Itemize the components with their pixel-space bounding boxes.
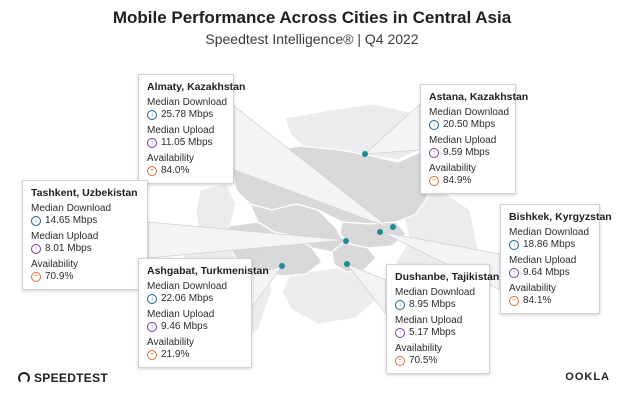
download-arrow-icon: ↓ xyxy=(429,120,439,130)
availability-value: 84.9% xyxy=(443,175,472,186)
download-value: 20.50 Mbps xyxy=(443,119,496,130)
upload-value: 9.46 Mbps xyxy=(161,321,208,332)
availability-signal-icon: ~ xyxy=(147,166,157,176)
availability-value-row: ~70.5% xyxy=(395,355,481,367)
availability-label: Availability xyxy=(395,343,443,354)
availability-signal-icon: ~ xyxy=(31,272,41,282)
leader-almaty xyxy=(233,105,391,229)
availability-signal-icon: ~ xyxy=(395,356,405,366)
availability-value-row: ~84.9% xyxy=(429,175,507,187)
upload-value: 9.59 Mbps xyxy=(443,147,490,158)
availability-label: Availability xyxy=(31,259,79,270)
upload-label: Median Upload xyxy=(147,309,215,320)
availability-value-row: ~70.9% xyxy=(31,271,139,283)
availability-label: Availability xyxy=(147,153,195,164)
availability-value-row: ~21.9% xyxy=(147,349,243,361)
upload-label: Median Upload xyxy=(31,231,99,242)
upload-value-row: ↑ 11.05 Mbps xyxy=(147,137,225,149)
download-value: 8.95 Mbps xyxy=(409,299,456,310)
availability-value: 70.5% xyxy=(409,355,438,366)
ookla-logo: OOKLA xyxy=(565,371,610,383)
upload-arrow-icon: ↑ xyxy=(147,138,157,148)
availability-signal-icon: ~ xyxy=(147,350,157,360)
availability-value: 84.0% xyxy=(161,165,190,176)
city-name: Almaty, Kazakhstan xyxy=(147,81,246,93)
availability-value: 21.9% xyxy=(161,349,190,360)
upload-value-row: ↑ 9.59 Mbps xyxy=(429,147,507,159)
city-name: Dushanbe, Tajikistan xyxy=(395,271,500,283)
download-label: Median Download xyxy=(395,287,476,298)
city-card-bishkek: Bishkek, Kyrgyzstan Median Download ↓ 18.… xyxy=(500,204,612,314)
city-card-ashgabat: Ashgabat, Turkmenistan Median Download ↓… xyxy=(138,258,269,368)
upload-label: Median Upload xyxy=(147,125,215,136)
upload-value-row: ↑ 9.46 Mbps xyxy=(147,321,243,333)
upload-value-row: ↑ 5.17 Mbps xyxy=(395,327,481,339)
city-card-dushanbe: Dushanbe, Tajikistan Median Download ↓ 8.… xyxy=(386,264,500,374)
availability-value: 70.9% xyxy=(45,271,74,282)
city-name: Ashgabat, Turkmenistan xyxy=(147,265,269,277)
download-label: Median Download xyxy=(429,107,510,118)
upload-arrow-icon: ↑ xyxy=(395,328,405,338)
upload-value: 9.64 Mbps xyxy=(523,267,570,278)
download-value-row: ↓ 25.78 Mbps xyxy=(147,109,225,121)
availability-label: Availability xyxy=(429,163,477,174)
marker-dushanbe[interactable] xyxy=(344,261,350,267)
city-card-astana: Astana, Kazakhstan Median Download ↓ 20.5… xyxy=(420,84,529,194)
download-value: 22.06 Mbps xyxy=(161,293,214,304)
upload-arrow-icon: ↑ xyxy=(31,244,41,254)
download-label: Median Download xyxy=(509,227,590,238)
city-name: Tashkent, Uzbekistan xyxy=(31,187,138,199)
download-value-row: ↓ 22.06 Mbps xyxy=(147,293,243,305)
availability-signal-icon: ~ xyxy=(509,296,519,306)
upload-arrow-icon: ↑ xyxy=(147,322,157,332)
download-arrow-icon: ↓ xyxy=(147,294,157,304)
availability-value: 84.1% xyxy=(523,295,552,306)
download-value: 18.86 Mbps xyxy=(523,239,576,250)
download-value: 25.78 Mbps xyxy=(161,109,214,120)
upload-value: 8.01 Mbps xyxy=(45,243,92,254)
upload-label: Median Upload xyxy=(509,255,577,266)
upload-label: Median Upload xyxy=(395,315,463,326)
page-title: Mobile Performance Across Cities in Cent… xyxy=(112,8,512,27)
upload-value-row: ↑ 8.01 Mbps xyxy=(31,243,139,255)
city-name: Astana, Kazakhstan xyxy=(429,91,529,103)
download-arrow-icon: ↓ xyxy=(509,240,519,250)
upload-value-row: ↑ 9.64 Mbps xyxy=(509,267,591,279)
upload-label: Median Upload xyxy=(429,135,497,146)
upload-value: 11.05 Mbps xyxy=(161,137,213,148)
availability-label: Availability xyxy=(509,283,557,294)
marker-tashkent[interactable] xyxy=(343,238,349,244)
availability-label: Availability xyxy=(147,337,195,348)
speedtest-logo: SPEEDTEST xyxy=(18,371,108,385)
download-arrow-icon: ↓ xyxy=(31,216,41,226)
upload-arrow-icon: ↑ xyxy=(429,148,439,158)
marker-astana[interactable] xyxy=(362,151,368,157)
download-value: 14.65 Mbps xyxy=(45,215,98,226)
upload-value: 5.17 Mbps xyxy=(409,327,456,338)
download-value-row: ↓ 14.65 Mbps xyxy=(31,215,139,227)
availability-value-row: ~84.1% xyxy=(509,295,591,307)
speedtest-gauge-icon xyxy=(18,372,30,384)
speedtest-logo-text: SPEEDTEST xyxy=(34,371,109,385)
upload-arrow-icon: ↑ xyxy=(509,268,519,278)
marker-ashgabat[interactable] xyxy=(279,263,285,269)
download-label: Median Download xyxy=(147,97,228,108)
availability-signal-icon: ~ xyxy=(429,176,439,186)
download-value-row: ↓ 8.95 Mbps xyxy=(395,299,481,311)
marker-bishkek[interactable] xyxy=(377,229,383,235)
city-name: Bishkek, Kyrgyzstan xyxy=(509,211,612,223)
city-card-tashkent: Tashkent, Uzbekistan Median Download ↓ 14… xyxy=(22,180,148,290)
download-value-row: ↓ 20.50 Mbps xyxy=(429,119,507,131)
availability-value-row: ~84.0% xyxy=(147,165,225,177)
download-value-row: ↓ 18.86 Mbps xyxy=(509,239,591,251)
download-label: Median Download xyxy=(31,203,112,214)
download-label: Median Download xyxy=(147,281,228,292)
download-arrow-icon: ↓ xyxy=(147,110,157,120)
city-card-almaty: Almaty, Kazakhstan Median Download ↓ 25.7… xyxy=(138,74,246,184)
download-arrow-icon: ↓ xyxy=(395,300,405,310)
marker-almaty[interactable] xyxy=(390,224,396,230)
page-subtitle: Speedtest Intelligence® | Q4 2022 xyxy=(205,31,419,47)
leader-tashkent xyxy=(147,221,347,259)
